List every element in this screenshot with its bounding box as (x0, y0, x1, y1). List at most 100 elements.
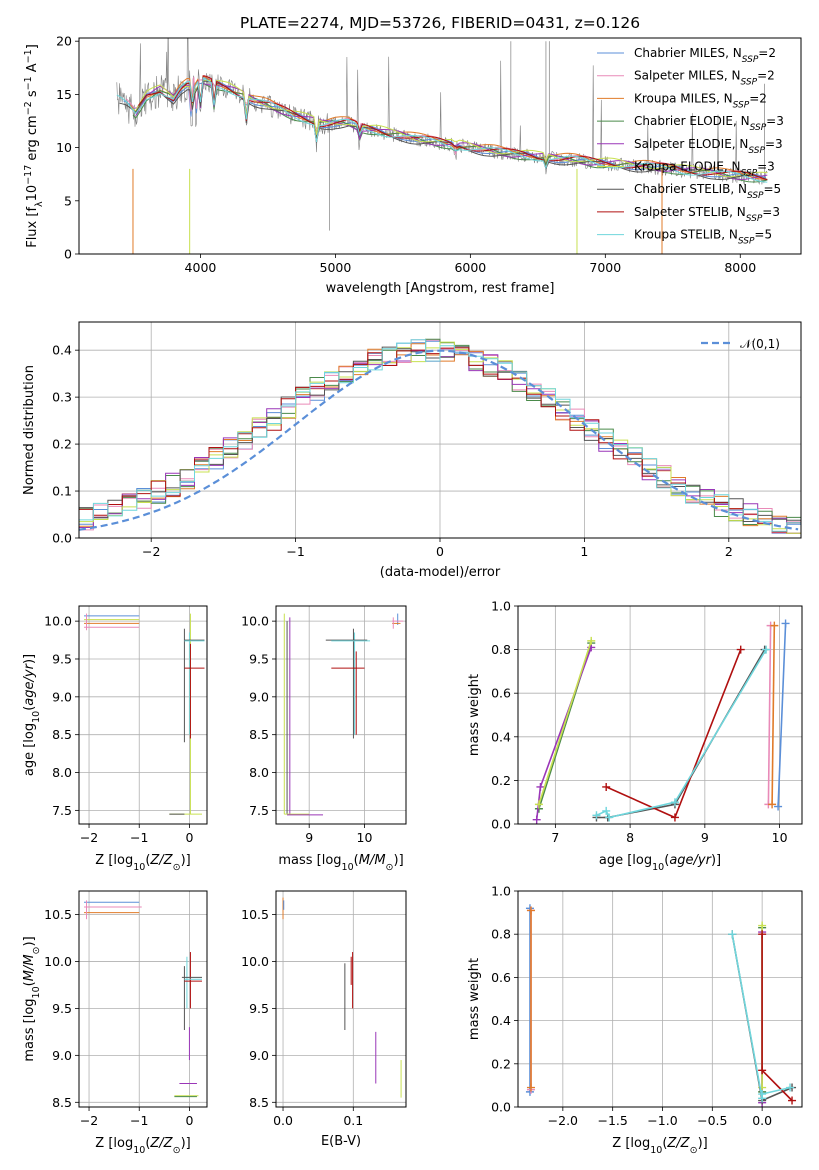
series-marker-kroupa_miles (768, 800, 777, 809)
y-tick-label: 10 (56, 140, 72, 155)
axes-mass_vs_Z: −2 −1 0 8.5 9.0 9.5 10.0 10.5 Z [log10(Z/Z⊙)] mas… (22, 890, 208, 1156)
y-axis-label: Flux [fλ10−17 erg cm−2 s−1 A−1] (23, 44, 45, 248)
x-tick-label: 0.0 (752, 1113, 772, 1128)
y-tick-label: 0.8 (491, 927, 511, 942)
legend-label: Salpeter STELIB, NSSP=3 (634, 205, 780, 224)
x-tick-label: 9 (305, 830, 313, 845)
series-marker-salpeter_elodie (536, 782, 545, 791)
plot-area-residuals (79, 338, 801, 534)
y-tick-label: 0.0 (52, 531, 72, 546)
legend-label: Kroupa MILES, NSSP=2 (634, 91, 767, 110)
series-line-kroupa_miles (771, 625, 776, 805)
plot-area-mass_vs_Z (84, 900, 202, 1098)
y-axis-label: mass [log10(M/M⊙)] (22, 936, 42, 1061)
axes-frame (78, 37, 802, 255)
y-tick-label: 0.2 (491, 1056, 511, 1071)
x-tick-label: 10 (357, 830, 373, 845)
x-tick-label: 7000 (589, 260, 621, 275)
plot-area-mass_vs_ebv (282, 897, 402, 1098)
y-tick-label: 0.2 (52, 437, 72, 452)
y-tick-label: 9.0 (52, 689, 72, 704)
series-marker-salpeter_stelib (736, 645, 745, 654)
series-marker-salpeter_elodie (532, 815, 541, 824)
spectrum-legend: Chabrier MILES, NSSP=2 Salpeter MILES, NS… (597, 46, 784, 247)
series-marker-kroupa_stelib (762, 645, 771, 654)
y-tick-label: 9.5 (52, 651, 72, 666)
x-axis-label: age [log10(age/yr)] (599, 853, 721, 873)
series-marker-kroupa_stelib (670, 798, 679, 807)
y-tick-label: 10.0 (241, 954, 269, 969)
y-tick-label: 5 (64, 193, 72, 208)
y-tick-label: 9.5 (249, 1001, 269, 1016)
y-tick-label: 10.0 (44, 954, 72, 969)
series-line-salpeter_miles (767, 625, 772, 805)
series-marker-kroupa_stelib (605, 813, 614, 822)
y-tick-label: 0.6 (491, 970, 511, 985)
legend-label: Kroupa ELODIE, NSSP=3 (634, 160, 775, 179)
legend-label: Chabrier STELIB, NSSP=5 (634, 182, 781, 201)
x-tick-label: 2 (725, 544, 733, 559)
y-tick-label: 9.5 (52, 1001, 72, 1016)
x-axis-label: Z [log10(Z/Z⊙)] (95, 1136, 190, 1156)
plot-area-age_vs_Z (84, 613, 205, 815)
series-marker-kroupa_stelib (728, 930, 737, 939)
normal-curve (79, 349, 799, 531)
x-tick-label: −1.0 (647, 1113, 677, 1128)
spectrum-model-salpeter_stelib (138, 75, 768, 181)
legend-label: Kroupa STELIB, NSSP=5 (634, 228, 772, 247)
x-tick-label: 0.0 (273, 1113, 293, 1128)
x-tick-label: −2 (80, 830, 98, 845)
y-axis-label: mass weight (467, 674, 482, 756)
y-tick-label: 0.1 (52, 484, 72, 499)
axes-frame (517, 605, 803, 825)
legend-label: Chabrier MILES, NSSP=2 (634, 46, 776, 65)
axes-weight_vs_age: 7 8 9 10 0.0 0.2 0.4 0.6 0.8 1.0 age [log10(age/yr… (467, 599, 803, 873)
figure-title: PLATE=2274, MJD=53726, FIBERID=0431, z=0… (240, 14, 640, 32)
x-tick-label: −1 (130, 830, 148, 845)
y-tick-label: 0 (64, 247, 72, 262)
axes-frame (78, 605, 208, 825)
y-tick-label: 8.0 (52, 765, 72, 780)
y-tick-label: 0.4 (491, 729, 511, 744)
y-axis-label: mass weight (467, 958, 482, 1040)
axes-residuals: −2 −1 0 1 2 0.0 0.1 0.2 0.3 0.4 (data-model)/error… (22, 321, 802, 580)
x-tick-label: 1 (580, 544, 588, 559)
y-tick-label: 7.5 (52, 803, 72, 818)
axes-frame (78, 890, 208, 1108)
x-tick-label: −2.0 (548, 1113, 578, 1128)
x-tick-label: −1.5 (597, 1113, 627, 1128)
x-tick-label: 8 (626, 830, 634, 845)
series-marker-kroupa_stelib (602, 806, 611, 815)
spectrum-model-kroupa_stelib (116, 77, 768, 183)
axes-mass_vs_ebv: 0.0 0.1 8.5 9.0 9.5 10.0 10.5 E(B-V) (241, 890, 407, 1149)
axes-frame (275, 890, 407, 1108)
series-marker-chabrier_miles (774, 802, 783, 811)
y-axis-label: Normed distribution (22, 365, 37, 495)
y-tick-label: 0.4 (491, 1013, 511, 1028)
y-tick-label: 8.5 (249, 1095, 269, 1110)
axes-weight_vs_Z: −2.0 −1.5 −1.0 −0.5 0.0 0.0 0.2 0.4 0.6 0.8 1.0 Z [… (467, 884, 803, 1156)
x-tick-label: 0 (185, 1113, 193, 1128)
series-marker-kroupa_elodie (534, 800, 543, 809)
plot-area-weight_vs_age (532, 619, 790, 824)
series-marker-kroupa_elodie (758, 921, 767, 930)
axes-frame (275, 605, 407, 825)
y-tick-label: 8.5 (52, 1095, 72, 1110)
legend-label: Salpeter ELODIE, NSSP=3 (634, 137, 783, 156)
x-tick-label: 0.1 (343, 1113, 363, 1128)
series-marker-chabrier_miles (781, 619, 790, 628)
x-tick-label: −1 (286, 544, 304, 559)
axes-age_vs_mass: 9 10 7.5 8.0 8.5 9.0 9.5 10.0 mass [log10(M/M⊙)] (241, 605, 407, 873)
series-marker-salpeter_stelib (758, 1066, 767, 1075)
x-tick-label: −0.5 (697, 1113, 727, 1128)
spectrum-data (116, 38, 768, 186)
series-marker-kroupa_stelib (786, 1083, 795, 1092)
x-tick-label: −2 (142, 544, 160, 559)
x-axis-label: Z [log10(Z/Z⊙)] (95, 853, 190, 873)
histogram-kroupa_stelib (79, 339, 801, 532)
x-tick-label: 8000 (724, 260, 756, 275)
legend-label: Chabrier ELODIE, NSSP=3 (634, 114, 784, 133)
axes-spectrum: 4000 5000 6000 7000 8000 0 5 10 15 20 wavelength [… (23, 34, 802, 296)
series-marker-salpeter_stelib (602, 782, 611, 791)
